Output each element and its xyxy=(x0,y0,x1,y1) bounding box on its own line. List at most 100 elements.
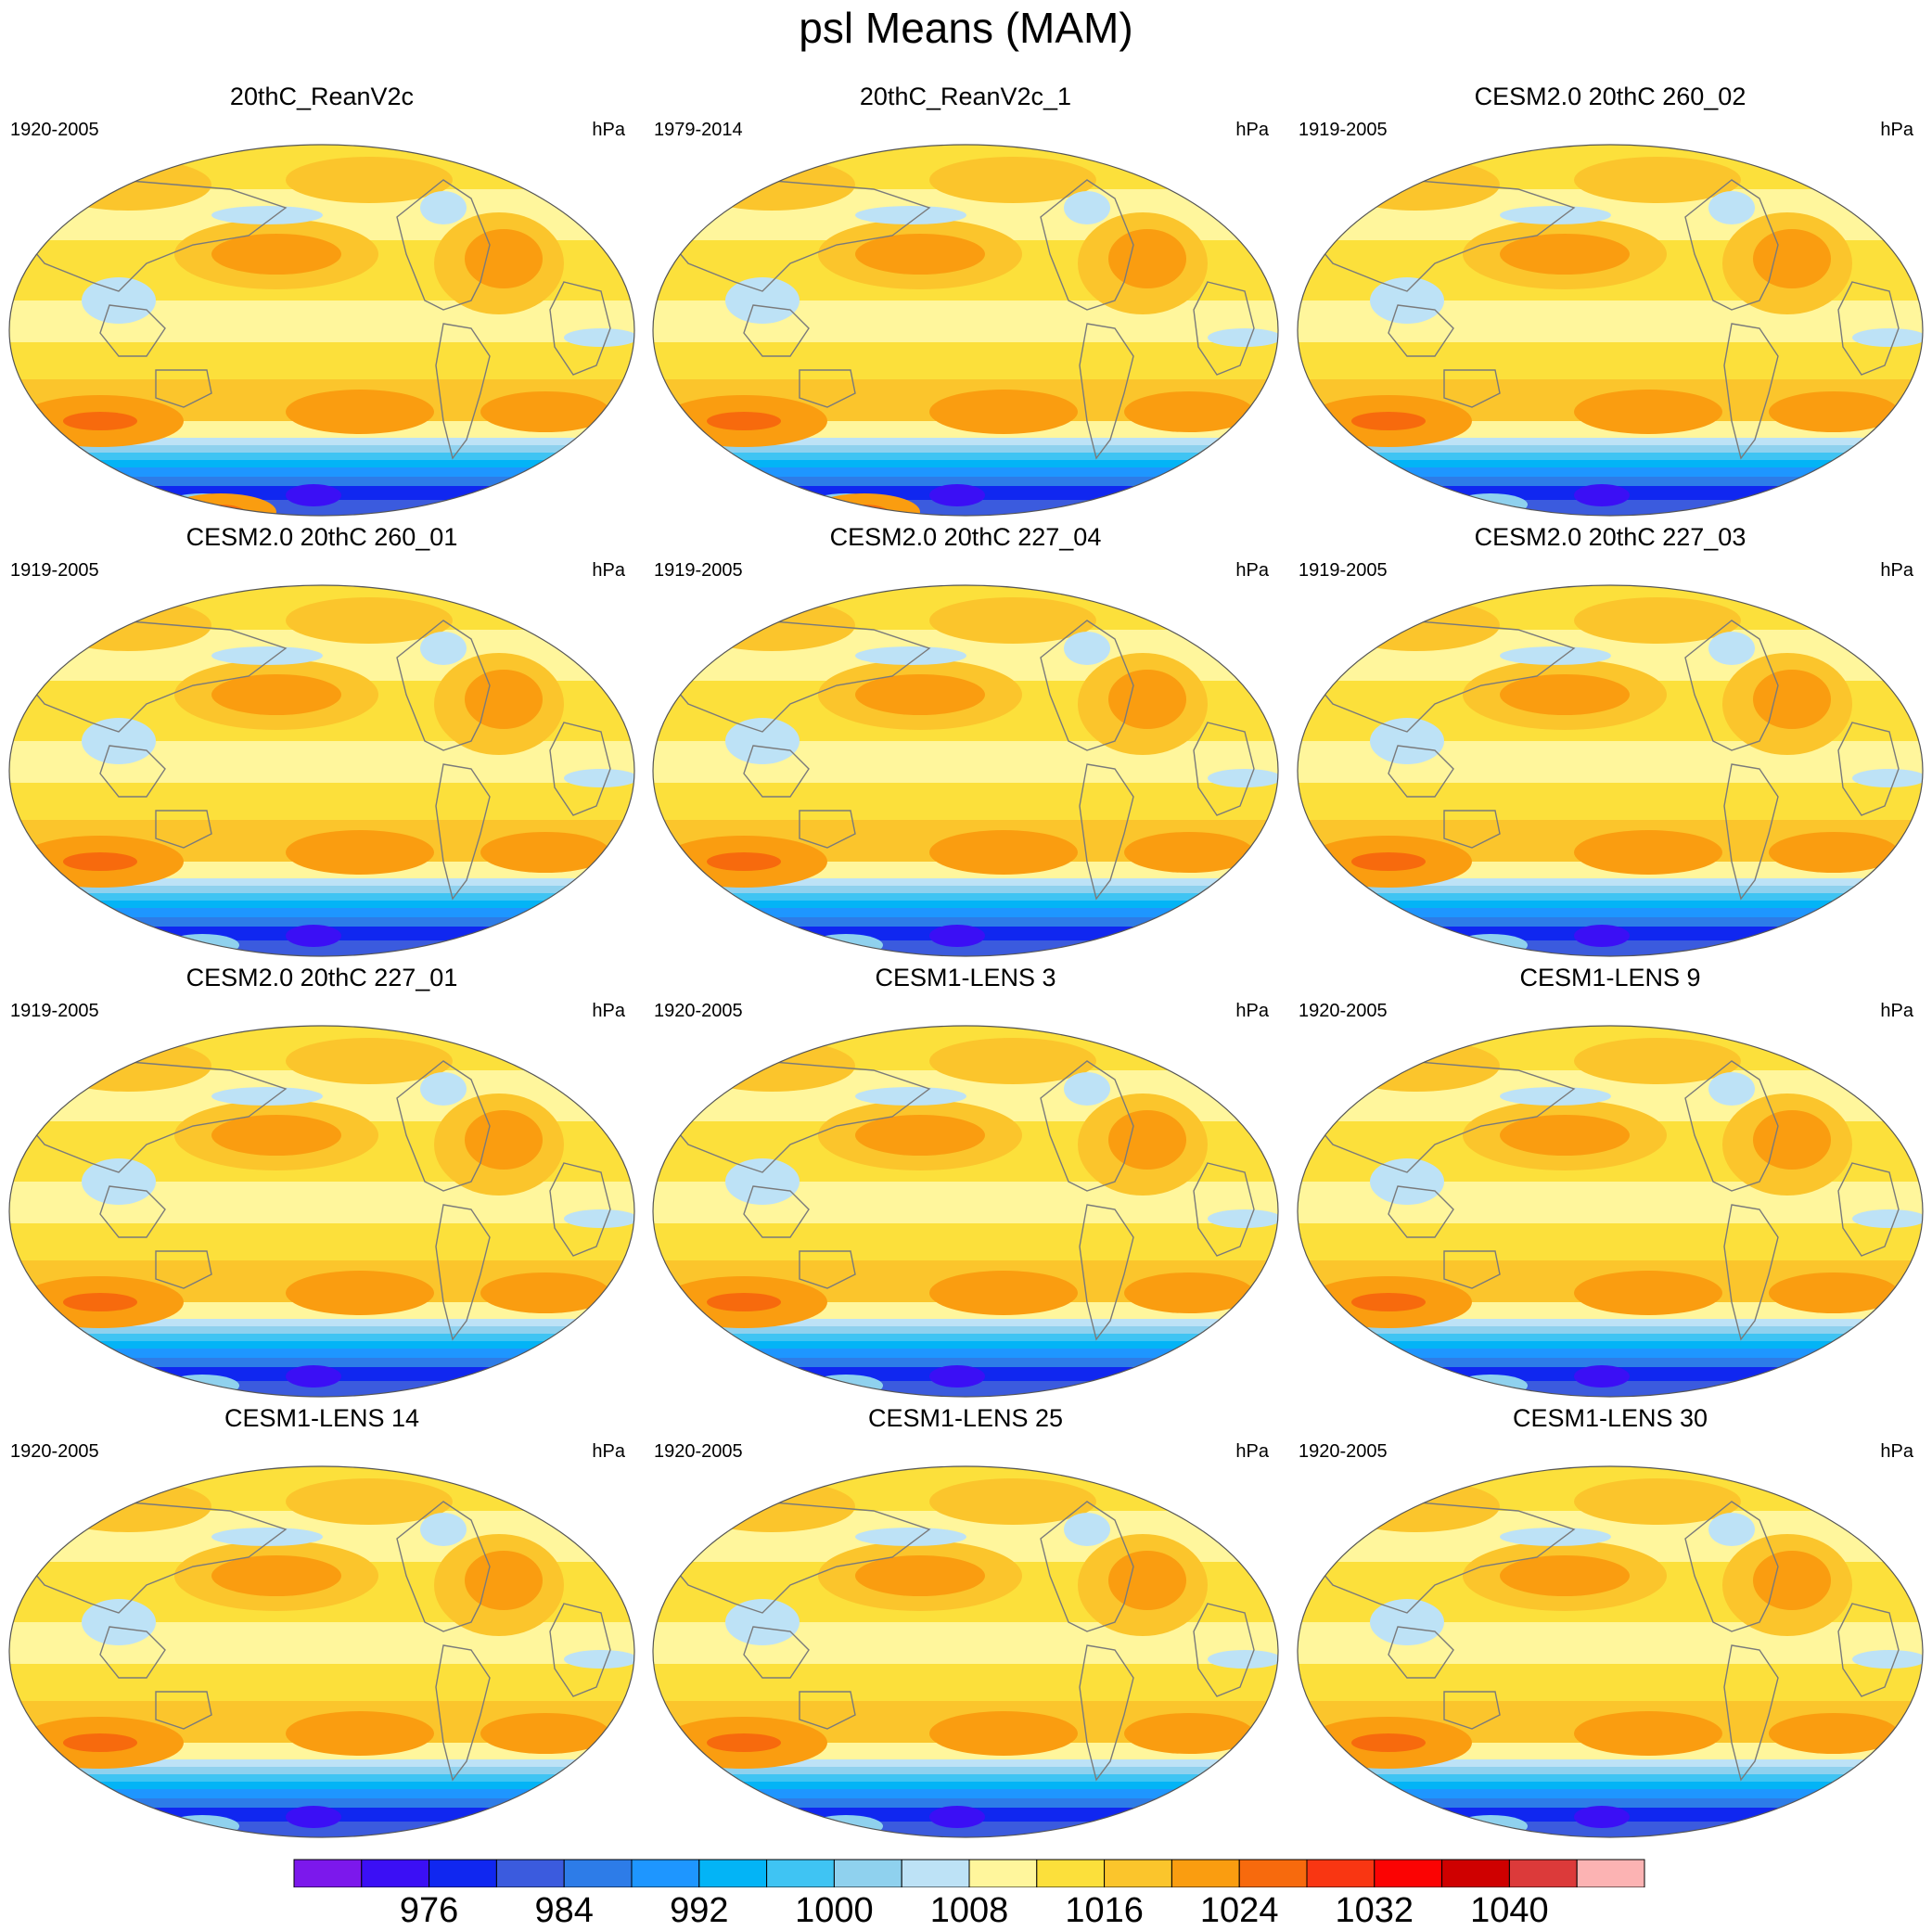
colorbar-swatch xyxy=(901,1859,970,1887)
panel-years: 1919-2005 xyxy=(10,560,99,581)
pressure-cell xyxy=(809,1815,883,1837)
coastline xyxy=(1388,745,1454,798)
coastline xyxy=(549,281,611,376)
pressure-band xyxy=(653,445,1278,453)
pressure-cell xyxy=(1574,1038,1741,1084)
panel-title: CESM2.0 20thC 260_01 xyxy=(186,523,458,551)
pressure-band xyxy=(1298,1782,1923,1789)
panel-units: hPa xyxy=(592,1441,625,1462)
pressure-cell xyxy=(1133,486,1208,505)
panel-title: CESM1-LENS 30 xyxy=(1512,1404,1708,1432)
pressure-band xyxy=(653,1774,1278,1782)
coastline xyxy=(1040,620,1134,751)
coastline xyxy=(1443,1250,1501,1289)
pressure-band xyxy=(9,342,634,379)
panel-units: hPa xyxy=(1880,1441,1913,1462)
pressure-cell xyxy=(929,830,1078,875)
pressure-cell xyxy=(286,390,434,434)
pressure-cell xyxy=(286,925,341,947)
psl-map xyxy=(8,1465,635,1838)
pressure-band xyxy=(9,1319,634,1326)
coastline xyxy=(1309,1060,1576,1173)
pressure-cell xyxy=(1753,670,1831,729)
coastline xyxy=(396,1501,491,1632)
coastline xyxy=(99,745,166,798)
pressure-cell xyxy=(1852,1650,1923,1669)
pressure-cell xyxy=(1500,674,1630,715)
pressure-band xyxy=(1298,1319,1923,1326)
coastline xyxy=(20,1501,288,1614)
colorbar-swatch xyxy=(1238,1859,1308,1887)
colorbar-swatch xyxy=(361,1859,430,1887)
pressure-cell xyxy=(1708,632,1755,665)
pressure-band xyxy=(1298,886,1923,893)
psl-map xyxy=(1297,584,1924,957)
pressure-cell xyxy=(1574,1711,1722,1756)
pressure-cell xyxy=(855,1115,985,1156)
map-outline xyxy=(8,584,635,957)
coastline xyxy=(1837,1162,1900,1257)
coastline xyxy=(743,304,810,357)
pressure-band xyxy=(1298,467,1923,477)
coastline xyxy=(1723,1204,1779,1341)
pressure-cell xyxy=(286,1271,434,1315)
pressure-cell xyxy=(1753,229,1831,288)
coastline xyxy=(664,1060,931,1173)
panel-title: CESM1-LENS 3 xyxy=(875,964,1056,991)
pressure-cell xyxy=(1453,934,1528,956)
coastline xyxy=(1193,1603,1255,1697)
panel-title: CESM1-LENS 25 xyxy=(867,1404,1064,1432)
pressure-band xyxy=(1298,1341,1923,1349)
pressure-band xyxy=(653,1319,1278,1326)
pressure-cell xyxy=(490,1808,564,1826)
pressure-band xyxy=(9,467,634,477)
coastline xyxy=(99,1626,166,1679)
coastline xyxy=(1684,1501,1779,1632)
pressure-cell xyxy=(1769,832,1899,873)
colorbar-swatch xyxy=(293,1859,363,1887)
colorbar-tick-label: 1040 xyxy=(1470,1891,1549,1930)
pressure-cell xyxy=(929,1711,1078,1756)
pressure-cell xyxy=(165,1815,239,1837)
coastline xyxy=(1193,281,1255,376)
pressure-band xyxy=(1298,1774,1923,1782)
pressure-cell xyxy=(63,412,137,430)
map-outline xyxy=(8,1025,635,1398)
pressure-cell xyxy=(707,1293,781,1311)
coastline xyxy=(1079,1644,1134,1782)
pressure-cell xyxy=(564,328,634,347)
coastline xyxy=(743,1626,810,1679)
pressure-cell xyxy=(286,1365,341,1388)
pressure-cell xyxy=(1124,1272,1254,1313)
pressure-cell xyxy=(1574,1478,1741,1525)
pressure-cell xyxy=(1574,1806,1630,1828)
pressure-cell xyxy=(1108,1551,1186,1610)
map-panel: CESM2.0 20thC 227_01 1919-2005 hPa xyxy=(0,963,644,1399)
pressure-cell xyxy=(211,1087,323,1106)
panel-units: hPa xyxy=(1880,1001,1913,1021)
pressure-cell xyxy=(1370,718,1444,764)
pressure-cell xyxy=(1769,1272,1899,1313)
pressure-band xyxy=(653,1223,1278,1260)
psl-map xyxy=(8,584,635,957)
colorbar-swatch xyxy=(1576,1859,1645,1887)
pressure-cell xyxy=(929,1806,985,1828)
pressure-cell xyxy=(1133,1808,1208,1826)
pressure-band xyxy=(653,1798,1278,1808)
pressure-band xyxy=(1298,342,1923,379)
psl-map xyxy=(652,144,1279,517)
coastline xyxy=(549,1162,611,1257)
pressure-cell xyxy=(1574,157,1741,203)
pressure-band xyxy=(653,901,1278,908)
pressure-cell xyxy=(1574,1271,1722,1315)
pressure-cell xyxy=(286,597,453,644)
panel-units: hPa xyxy=(592,560,625,581)
pressure-band xyxy=(653,1349,1278,1358)
pressure-cell xyxy=(1852,769,1923,787)
pressure-band xyxy=(9,917,634,927)
pressure-band xyxy=(9,438,634,445)
pressure-band xyxy=(1298,901,1923,908)
pressure-cell xyxy=(1500,1115,1630,1156)
pressure-cell xyxy=(1500,1528,1611,1546)
pressure-cell xyxy=(1124,391,1254,432)
